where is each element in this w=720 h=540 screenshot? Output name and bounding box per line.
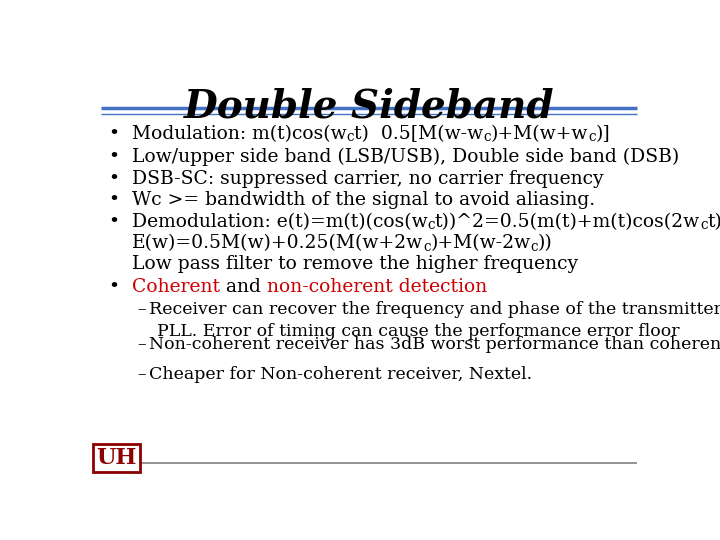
Text: c: c <box>346 131 354 145</box>
Text: )): )) <box>538 234 553 252</box>
Text: Low pass filter to remove the higher frequency: Low pass filter to remove the higher fre… <box>132 255 578 273</box>
Text: c: c <box>588 131 595 145</box>
Text: Double Sideband: Double Sideband <box>184 87 554 126</box>
Text: )+M(w+w: )+M(w+w <box>490 125 588 143</box>
Text: t)): t)) <box>708 213 720 231</box>
Text: •: • <box>108 148 119 166</box>
Text: •: • <box>108 125 119 143</box>
Text: Demodulation: e(t)=m(t)(cos(w: Demodulation: e(t)=m(t)(cos(w <box>132 213 428 231</box>
Text: Receiver can recover the frequency and phase of the transmitter by: Receiver can recover the frequency and p… <box>148 301 720 318</box>
Text: c: c <box>700 218 708 232</box>
Text: DSB-SC: suppressed carrier, no carrier frequency: DSB-SC: suppressed carrier, no carrier f… <box>132 170 603 187</box>
Text: c: c <box>428 218 435 232</box>
Text: •: • <box>108 213 119 231</box>
Text: t))^2=0.5(m(t)+m(t)cos(2w: t))^2=0.5(m(t)+m(t)cos(2w <box>435 213 700 231</box>
Text: •: • <box>108 170 119 187</box>
Text: )]: )] <box>595 125 611 143</box>
Text: PLL. Error of timing can cause the performance error floor: PLL. Error of timing can cause the perfo… <box>157 322 680 340</box>
Text: Cheaper for Non-coherent receiver, Nextel.: Cheaper for Non-coherent receiver, Nexte… <box>148 366 531 383</box>
Text: c: c <box>483 131 490 145</box>
Text: •: • <box>108 278 119 296</box>
Text: E(w)=0.5M(w)+0.25(M(w+2w: E(w)=0.5M(w)+0.25(M(w+2w <box>132 234 423 252</box>
Text: •: • <box>108 191 119 209</box>
Text: c: c <box>423 240 431 254</box>
Text: Modulation: m(t)cos(w: Modulation: m(t)cos(w <box>132 125 346 143</box>
Text: –: – <box>138 366 146 383</box>
Text: Coherent: Coherent <box>132 278 220 296</box>
Text: Non-coherent receiver has 3dB worst performance than coherent.: Non-coherent receiver has 3dB worst perf… <box>148 336 720 353</box>
Text: –: – <box>138 336 146 353</box>
Text: and: and <box>220 278 266 296</box>
Text: )+M(w-2w: )+M(w-2w <box>431 234 531 252</box>
Text: c: c <box>531 240 538 254</box>
Text: UH: UH <box>96 447 137 469</box>
Text: Wc >= bandwidth of the signal to avoid aliasing.: Wc >= bandwidth of the signal to avoid a… <box>132 191 595 209</box>
Text: non-coherent detection: non-coherent detection <box>266 278 487 296</box>
Text: Low/upper side band (LSB/USB), Double side band (DSB): Low/upper side band (LSB/USB), Double si… <box>132 148 679 166</box>
Text: –: – <box>138 301 146 318</box>
Text: t)  0.5[M(w-w: t) 0.5[M(w-w <box>354 125 483 143</box>
